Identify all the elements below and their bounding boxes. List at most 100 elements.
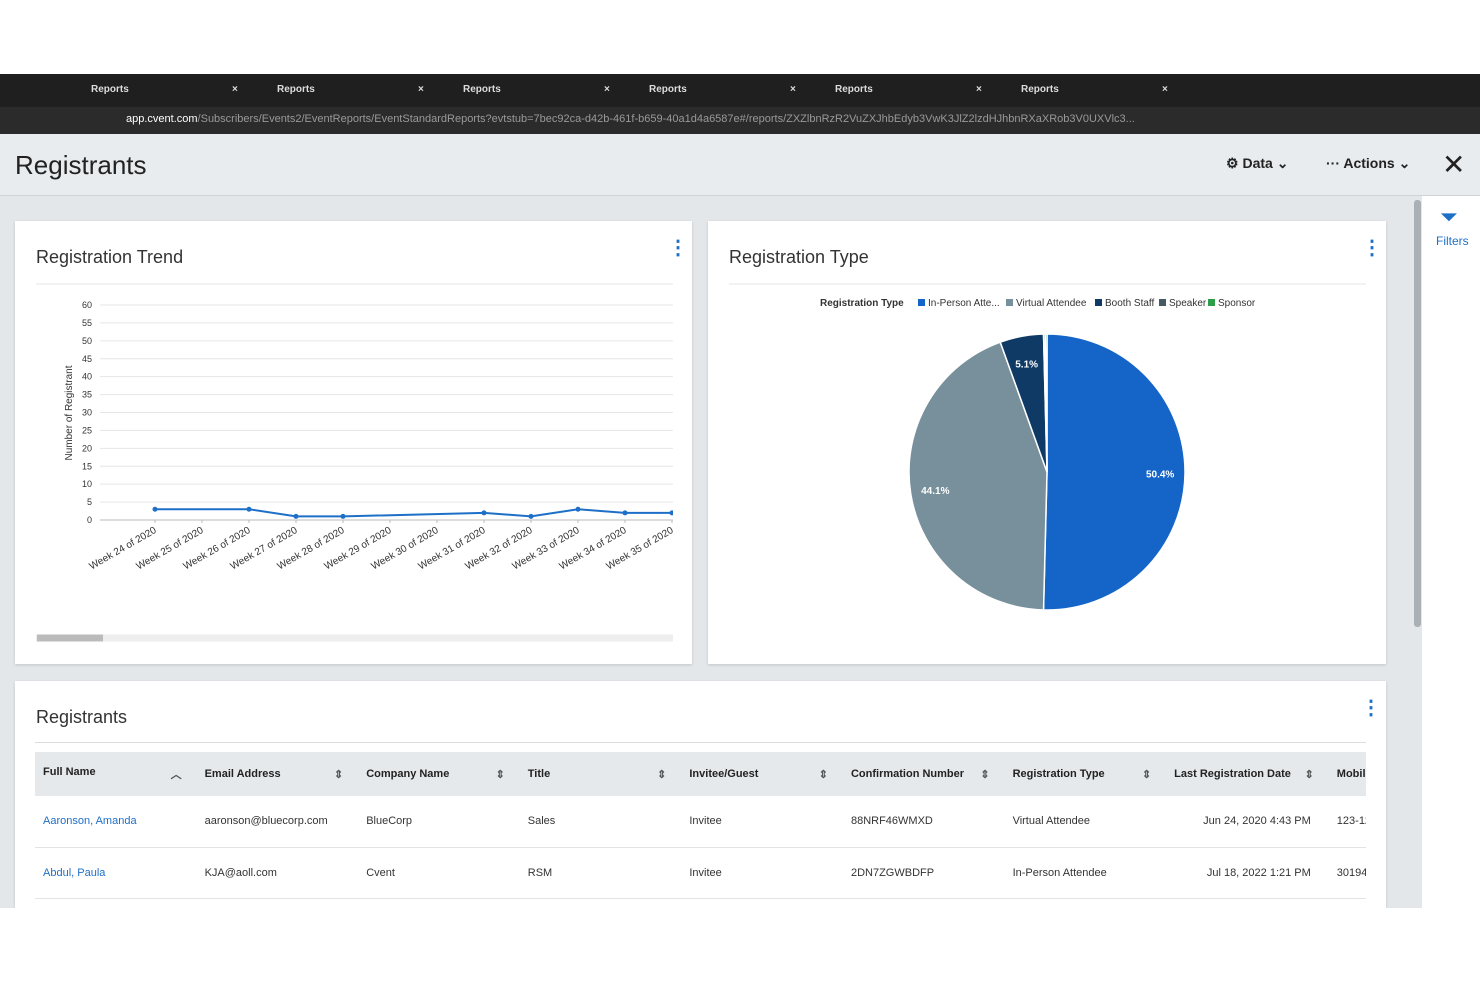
column-header[interactable]: Last Registration Date ⇕: [1166, 752, 1329, 796]
tab-close: ×: [604, 84, 610, 95]
header-text: Email Address: [204, 767, 281, 780]
cell[interactable]: Aaronson, Amanda: [43, 815, 137, 828]
cell: aaronson@bluecorp.com: [204, 815, 328, 828]
sort-icon: ⇕: [333, 768, 344, 781]
filters-button[interactable]: Filters: [1436, 234, 1469, 248]
cell: Jul 18, 2022 1:21 PM: [1206, 866, 1311, 879]
cell: 2DN7ZGWBDFP: [850, 866, 935, 879]
app-header: Registrants ⚙ Data ⌄ ··· Actions ⌄ ✕: [0, 134, 1480, 196]
cell: Cvent: [366, 866, 395, 879]
tab-bar: [0, 74, 1480, 107]
menu[interactable]: ⋮: [1361, 697, 1381, 719]
header-text: Mobile Phone Num: [1336, 768, 1366, 780]
tab[interactable]: Reports: [835, 84, 873, 95]
cell: Virtual Attendee: [1012, 815, 1091, 828]
point: [669, 510, 673, 516]
type-card: Registration Type ⋮ Registration Type In-…: [708, 221, 1386, 664]
cell: In-Person Attendee: [1012, 866, 1107, 879]
close-button[interactable]: ✕: [1442, 149, 1466, 180]
pie-slice: [1044, 333, 1048, 473]
cell: KJA@aoll.com: [204, 866, 277, 879]
filter-icon: ⏷: [1440, 204, 1458, 229]
url-host[interactable]: app.cvent.com: [126, 113, 198, 125]
sort-icon: ︿: [170, 769, 182, 781]
scrollbar[interactable]: [1414, 200, 1421, 627]
y-tick-label: 25: [82, 425, 92, 435]
header-text: Last Registration Date: [1174, 767, 1291, 780]
pie-slice: [908, 341, 1048, 611]
legend-title: Registration Type: [820, 298, 904, 309]
y-tick-label: 30: [82, 408, 92, 418]
tab[interactable]: Reports: [91, 84, 129, 95]
column-header[interactable]: Email Address ⇕: [197, 752, 359, 796]
legend-label: Booth Staff: [1105, 298, 1155, 309]
y-tick-label: 15: [82, 461, 92, 471]
y-tick-label: 40: [82, 372, 92, 382]
data-label: 5.1%: [1015, 359, 1038, 370]
card-title: Registration Type: [729, 247, 869, 267]
y-tick-label: 35: [82, 390, 92, 400]
y-tick-label: 60: [82, 300, 92, 310]
cell[interactable]: Abdul, Paula: [43, 866, 106, 879]
column-header[interactable]: Invitee/Guest ⇕: [681, 752, 843, 796]
column-header[interactable]: Title ⇕: [520, 752, 682, 796]
header-row: Full Name ︿ Email Address ⇕ Company Name ⇕ Tit…: [35, 752, 1366, 796]
cell: 3019434038: [1336, 866, 1366, 879]
header-text: Company Name: [366, 767, 450, 780]
y-tick-label: 55: [82, 318, 92, 328]
column-header[interactable]: Registration Type ⇕: [1005, 752, 1167, 796]
tab-close: ×: [976, 84, 982, 95]
column-header[interactable]: Confirmation Number ⇕: [843, 752, 1005, 796]
point: [293, 513, 299, 519]
point: [152, 506, 158, 512]
header-text: Registration Type: [1012, 767, 1105, 780]
cell: 123-123-1233: [1336, 815, 1366, 828]
column-header[interactable]: Company Name ⇕: [358, 752, 520, 796]
y-tick-label: 20: [82, 443, 92, 453]
tab-close: ×: [232, 84, 238, 95]
header-text: Full Name: [43, 766, 96, 778]
legend-swatch: [1095, 299, 1102, 306]
tab-close: ×: [418, 84, 424, 95]
tab[interactable]: Reports: [1021, 84, 1059, 95]
cell: RSM: [527, 866, 553, 879]
tab[interactable]: Reports: [277, 84, 315, 95]
data-label: 44.1%: [921, 486, 949, 497]
sort-icon: ⇕: [980, 768, 990, 781]
legend-swatch: [1006, 299, 1013, 306]
tab[interactable]: Reports: [463, 84, 501, 95]
y-tick-label: 5: [87, 497, 92, 507]
legend-swatch: [1159, 299, 1166, 306]
cell: Jun 24, 2020 4:43 PM: [1203, 815, 1311, 828]
legend-label: Speaker: [1169, 298, 1207, 309]
column-header[interactable]: Full Name ︿: [35, 752, 197, 796]
tab[interactable]: Reports: [649, 84, 687, 95]
filters-panel: Filters ⏷: [1422, 196, 1480, 908]
tab-close: ×: [790, 84, 796, 95]
y-tick-label: 10: [82, 479, 92, 489]
line-series: [155, 508, 672, 518]
point: [622, 510, 628, 516]
cell: 88NRF46WMXD: [850, 815, 933, 828]
header-text: Title: [527, 767, 551, 780]
pie-chart: Registration Type In-Person Atte... Virtua…: [729, 283, 1366, 611]
cell: Invitee: [689, 866, 722, 879]
sort-icon: ⇕: [1304, 768, 1314, 781]
data-button[interactable]: ⚙ Data ⌄: [1226, 155, 1289, 171]
column-header[interactable]: Mobile Phone Num: [1329, 752, 1366, 796]
y-tick-label: 50: [82, 336, 92, 346]
y-axis-label: Number of Registrant: [64, 365, 75, 460]
point: [246, 506, 252, 512]
legend-swatch: [918, 299, 925, 306]
point: [481, 510, 487, 516]
card-title: Registrants: [36, 707, 128, 727]
legend-label: Sponsor: [1218, 298, 1256, 309]
table-card: Registrants ⋮ Full Name ︿ Email Address ⇕ Co…: [15, 681, 1386, 908]
header-text: Confirmation Number: [850, 767, 965, 780]
actions-button[interactable]: ··· Actions ⌄: [1326, 155, 1411, 171]
legend-label: Virtual Attendee: [1016, 298, 1087, 309]
url-path[interactable]: /Subscribers/Events2/EventReports/EventS…: [197, 113, 1135, 125]
